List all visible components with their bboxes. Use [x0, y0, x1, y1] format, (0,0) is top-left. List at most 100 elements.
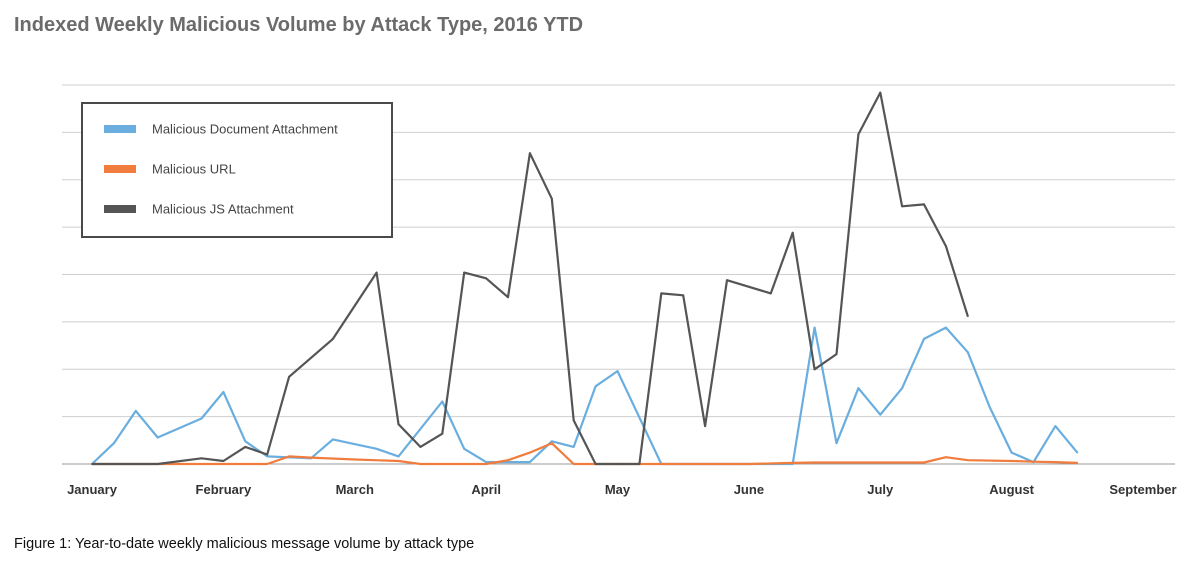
data-point — [463, 447, 466, 450]
data-point — [156, 463, 159, 465]
data-point — [397, 460, 400, 462]
data-point — [945, 326, 947, 329]
data-point — [1054, 425, 1057, 427]
x-tick-label: September — [1109, 482, 1176, 497]
data-point — [529, 461, 531, 463]
x-tick-label: April — [471, 482, 501, 497]
data-point — [901, 387, 903, 390]
data-point — [791, 462, 794, 464]
data-point — [638, 463, 641, 465]
data-point — [550, 197, 553, 200]
data-point — [222, 391, 225, 393]
data-point — [945, 245, 947, 248]
data-point — [200, 457, 203, 460]
data-point — [791, 231, 794, 234]
data-point — [923, 461, 925, 464]
data-point — [572, 419, 575, 422]
x-tick-label: July — [867, 482, 894, 497]
data-point — [244, 440, 247, 443]
data-point — [113, 463, 115, 465]
legend-label: Malicious URL — [152, 162, 236, 177]
data-point — [156, 436, 159, 439]
data-point — [660, 463, 663, 465]
data-point — [616, 370, 619, 372]
legend-label: Malicious Document Attachment — [152, 122, 338, 137]
data-point — [375, 447, 378, 450]
data-point — [332, 438, 334, 441]
data-point — [835, 461, 838, 464]
data-point — [222, 460, 225, 462]
data-point — [529, 451, 531, 454]
data-point — [288, 375, 290, 378]
data-point — [200, 463, 203, 465]
data-point — [397, 423, 400, 426]
series-line-malicious-js-attachment — [92, 91, 969, 466]
x-tick-label: May — [605, 482, 631, 497]
data-point — [419, 446, 422, 448]
data-point — [813, 326, 816, 329]
data-point — [332, 338, 334, 340]
data-point — [901, 205, 903, 208]
data-point — [91, 463, 93, 465]
data-point — [879, 461, 882, 464]
data-point — [375, 271, 378, 274]
data-point — [879, 91, 882, 94]
data-point — [266, 463, 269, 465]
data-point — [835, 353, 838, 355]
data-point — [813, 368, 816, 371]
data-point — [945, 456, 947, 459]
data-point — [1010, 460, 1013, 462]
series-lines — [91, 91, 1079, 466]
data-point — [200, 417, 203, 420]
x-tick-label: January — [67, 482, 118, 497]
x-axis-tick-labels: January February March April May June July Augu… — [67, 482, 1177, 497]
data-point — [507, 296, 509, 299]
data-point — [857, 387, 860, 390]
data-point — [660, 292, 663, 295]
data-point — [529, 152, 531, 155]
legend: Malicious Document Attachment Malicious U… — [81, 102, 393, 238]
data-point — [288, 455, 290, 458]
data-point — [572, 463, 575, 465]
line-chart: January February March April May June July Augu… — [62, 84, 1177, 497]
data-point — [266, 455, 269, 458]
data-point — [594, 463, 597, 465]
data-point — [485, 461, 487, 463]
data-point — [923, 338, 925, 340]
data-point — [704, 425, 706, 427]
legend-items: Malicious Document Attachment Malicious U… — [104, 122, 338, 217]
data-point — [1076, 451, 1079, 454]
x-tick-label: March — [336, 482, 374, 497]
data-point — [441, 400, 444, 403]
data-point — [1076, 462, 1079, 464]
series-line-malicious-document-attachment — [91, 326, 1079, 466]
legend-swatch — [104, 165, 136, 173]
data-point — [813, 461, 816, 464]
data-point — [485, 463, 487, 465]
data-point — [923, 203, 925, 206]
data-point — [178, 463, 181, 465]
data-point — [682, 294, 685, 297]
data-point — [726, 279, 728, 282]
data-point — [966, 315, 969, 318]
data-point — [134, 410, 137, 412]
data-point — [857, 133, 860, 136]
data-point — [879, 413, 882, 416]
figure-caption: Figure 1: Year-to-date weekly malicious … — [14, 536, 475, 552]
data-point — [966, 351, 969, 354]
series-line-malicious-url — [92, 442, 1078, 466]
data-point — [988, 406, 991, 408]
data-point — [113, 442, 115, 445]
x-tick-label: June — [734, 482, 764, 497]
data-point — [244, 446, 247, 448]
data-point — [1054, 461, 1057, 463]
data-point — [463, 463, 466, 465]
x-tick-label: August — [989, 482, 1034, 497]
data-point — [572, 446, 575, 448]
chart-title: Indexed Weekly Malicious Volume by Attac… — [14, 14, 584, 36]
data-point — [485, 277, 487, 280]
data-point — [704, 463, 706, 465]
x-tick-label: February — [196, 482, 252, 497]
data-point — [419, 463, 422, 465]
data-point — [550, 442, 553, 445]
